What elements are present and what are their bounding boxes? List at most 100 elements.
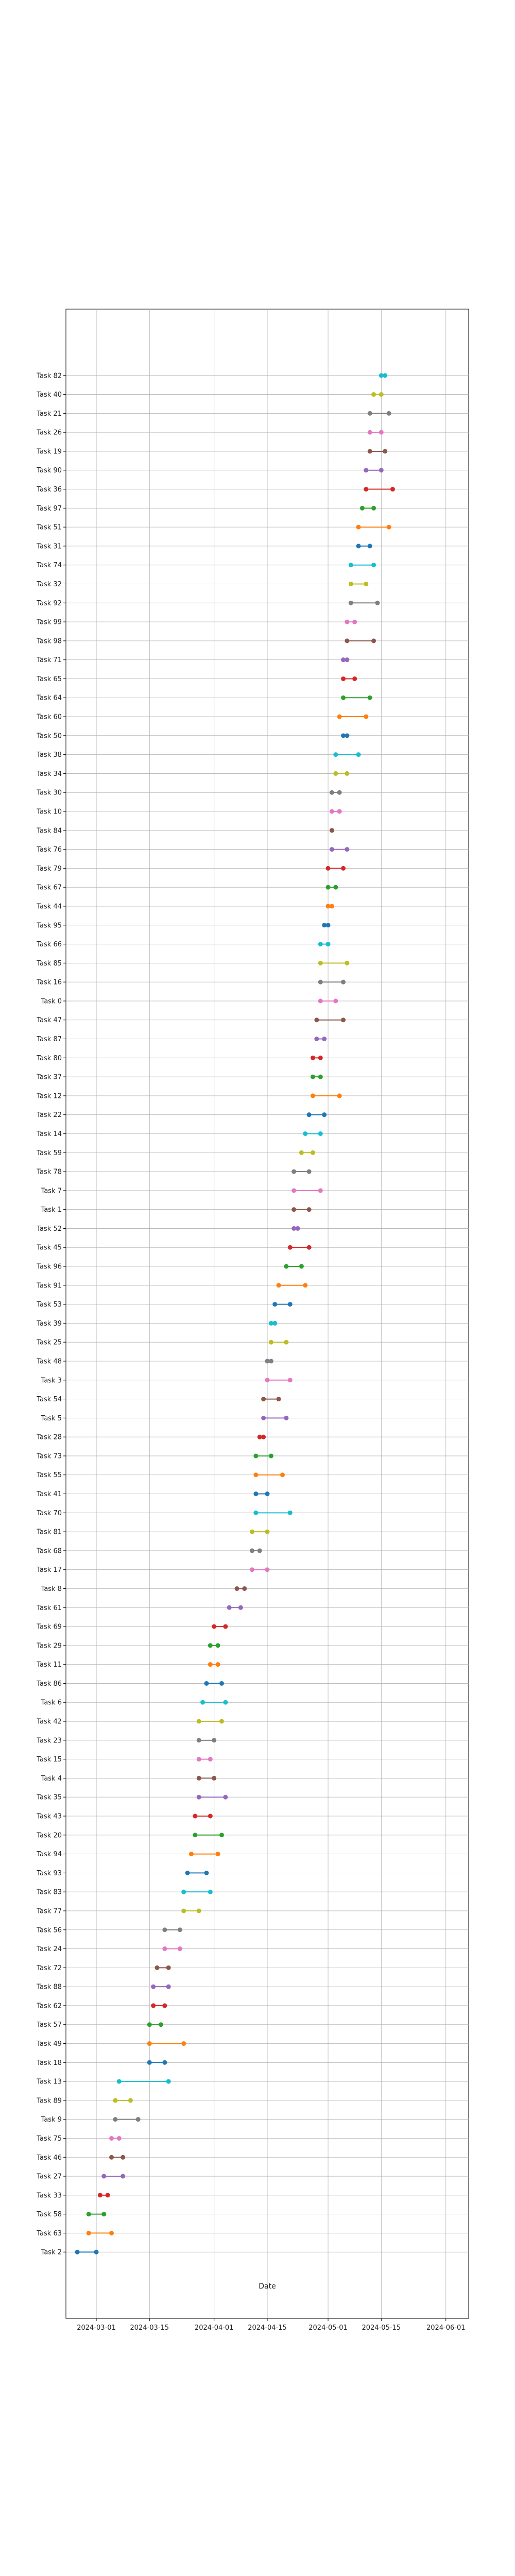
grid-lines: [63, 309, 469, 2321]
task-start-point: [86, 2212, 91, 2217]
task-start-point: [329, 809, 334, 814]
task-end-point: [352, 676, 357, 681]
y-tick-label: Task 81: [36, 1529, 62, 1536]
task-start-point: [364, 468, 369, 473]
task-end-point: [379, 392, 384, 397]
y-tick-label: Task 5: [41, 1415, 62, 1422]
y-tick-label: Task 92: [36, 600, 62, 607]
y-tick-label: Task 31: [36, 543, 62, 550]
task-end-point: [208, 1889, 213, 1894]
task-end-point: [166, 1984, 171, 1989]
task-end-point: [177, 1927, 182, 1933]
task-start-point: [253, 1472, 259, 1478]
task-end-point: [208, 1814, 213, 1819]
task-end-point: [223, 1624, 228, 1629]
y-tick-label: Task 16: [36, 979, 62, 987]
task-end-point: [311, 1150, 316, 1155]
task-end-point: [268, 1359, 273, 1364]
task-end-point: [299, 1264, 304, 1269]
y-tick-label: Task 69: [36, 1623, 62, 1631]
task-start-point: [154, 1965, 160, 1970]
y-tick-label: Task 46: [36, 2154, 62, 2162]
task-start-point: [204, 1681, 209, 1686]
y-tick-label: Task 87: [36, 1036, 62, 1043]
task-end-point: [367, 695, 372, 700]
task-start-point: [314, 1018, 319, 1023]
task-start-point: [345, 619, 350, 624]
task-end-point: [109, 2230, 114, 2235]
task-start-point: [147, 2060, 152, 2065]
task-start-point: [367, 449, 372, 454]
task-end-point: [272, 1320, 278, 1326]
task-end-point: [284, 1415, 289, 1420]
y-tick-label: Task 48: [36, 1358, 62, 1365]
task-end-point: [367, 544, 372, 549]
y-tick-label: Task 86: [36, 1680, 62, 1688]
task-start-point: [364, 487, 369, 492]
task-start-point: [322, 923, 327, 928]
task-start-point: [311, 1093, 316, 1098]
task-end-point: [166, 1965, 171, 1970]
y-tick-label: Task 61: [36, 1604, 62, 1612]
task-start-point: [109, 2155, 114, 2160]
task-start-point: [249, 1548, 254, 1553]
task-start-point: [379, 373, 384, 378]
task-end-point: [295, 1226, 300, 1231]
y-tick-label: Task 2: [41, 2249, 62, 2257]
task-end-point: [375, 600, 380, 605]
task-end-point: [345, 733, 350, 738]
task-start-point: [318, 979, 323, 985]
task-start-point: [333, 752, 338, 757]
task-start-point: [253, 1453, 259, 1459]
y-tick-label: Task 60: [36, 714, 62, 721]
task-start-point: [367, 430, 372, 435]
task-end-point: [333, 998, 338, 1004]
task-start-point: [265, 1359, 270, 1364]
y-tick-label: Task 19: [36, 448, 62, 455]
y-tick-label: Task 26: [36, 429, 62, 437]
task-end-point: [284, 1340, 289, 1345]
task-end-point: [219, 1719, 224, 1724]
task-start-point: [325, 904, 331, 909]
task-start-point: [234, 1586, 239, 1591]
task-start-point: [303, 1131, 308, 1136]
task-start-point: [193, 1814, 198, 1819]
task-start-point: [200, 1700, 205, 1705]
task-start-point: [325, 866, 331, 871]
task-end-point: [318, 1055, 323, 1060]
y-tick-label: Task 12: [36, 1092, 62, 1100]
task-end-point: [121, 2155, 126, 2160]
task-end-point: [223, 1794, 228, 1800]
y-tick-label: Task 6: [41, 1699, 62, 1707]
y-tick-label: Task 27: [36, 2173, 62, 2181]
y-tick-label: Task 83: [36, 1889, 62, 1896]
task-end-point: [287, 1302, 293, 1307]
task-end-point: [215, 1852, 220, 1857]
task-end-point: [325, 942, 331, 947]
task-end-point: [364, 714, 369, 719]
y-tick-label: Task 41: [36, 1490, 62, 1498]
task-start-point: [249, 1567, 254, 1572]
task-start-point: [162, 1946, 167, 1952]
y-tick-label: Task 70: [36, 1510, 62, 1517]
y-tick-label: Task 52: [36, 1225, 62, 1233]
task-end-point: [162, 2060, 167, 2065]
task-end-point: [166, 2079, 171, 2084]
y-tick-label: Task 43: [36, 1813, 62, 1821]
task-start-point: [261, 1415, 266, 1420]
y-tick-label: Task 45: [36, 1244, 62, 1252]
y-tick-label: Task 7: [41, 1187, 62, 1195]
task-end-point: [379, 430, 384, 435]
task-start-point: [268, 1340, 273, 1345]
y-tick-label: Task 11: [36, 1661, 62, 1669]
task-start-point: [86, 2230, 91, 2235]
y-tick-label: Task 53: [36, 1301, 62, 1309]
y-tick-label: Task 40: [36, 391, 62, 399]
task-start-point: [109, 2136, 114, 2141]
task-end-point: [105, 2193, 110, 2198]
task-start-point: [253, 1510, 259, 1515]
task-end-point: [345, 960, 350, 965]
task-end-point: [341, 979, 346, 985]
task-end-point: [371, 505, 376, 511]
y-tick-label: Task 13: [36, 2078, 62, 2086]
